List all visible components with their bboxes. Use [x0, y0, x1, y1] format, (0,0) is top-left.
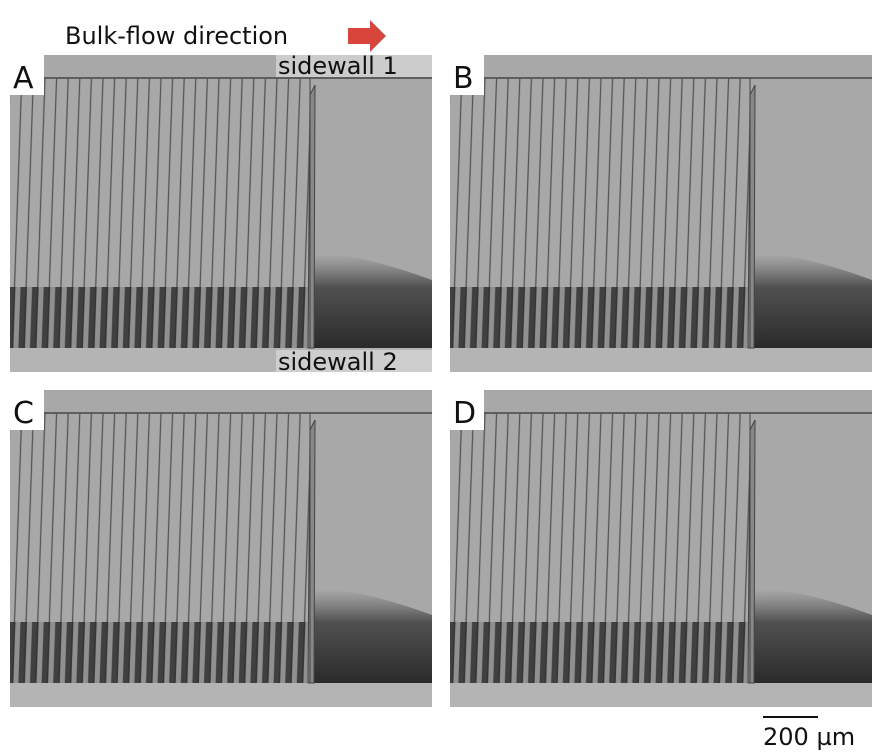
- panel-label: D: [453, 396, 476, 431]
- title: Bulk-flow direction: [65, 22, 288, 50]
- panel-label: C: [13, 396, 34, 431]
- panel-c: [10, 390, 432, 707]
- flow-arrow: [348, 20, 386, 52]
- sidewall-label: sidewall 1: [278, 52, 398, 80]
- panel-label: B: [453, 61, 474, 96]
- panel-a: [10, 55, 432, 372]
- panel-d: [450, 390, 872, 707]
- panel-b: [450, 55, 872, 372]
- figure: Bulk-flow direction A B C D sidewall 1 s…: [0, 0, 872, 756]
- scale-label: 200 µm: [763, 723, 855, 751]
- sidewall-label: sidewall 2: [278, 348, 398, 376]
- panel-label: A: [13, 61, 34, 96]
